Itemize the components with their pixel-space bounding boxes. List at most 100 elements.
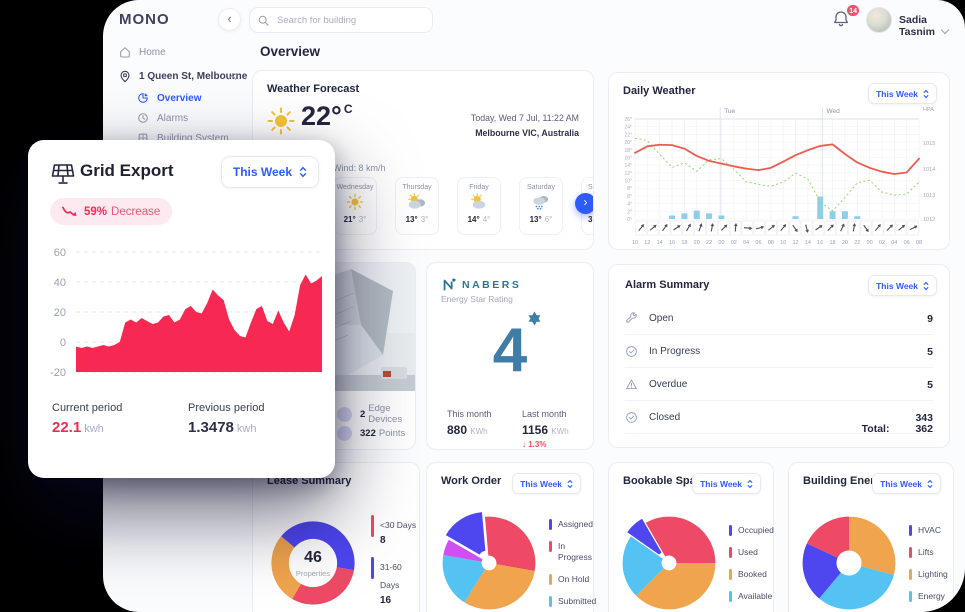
previous-period-label: Previous period xyxy=(188,402,265,414)
forecast-day-wednesday: Wednesday 21° 3° xyxy=(333,177,377,235)
legend-label: Assigned xyxy=(558,519,593,529)
svg-text:18: 18 xyxy=(681,240,687,246)
sunny-icon xyxy=(346,193,364,211)
legend-item: Lifts xyxy=(909,547,948,558)
alarm-open-value: 9 xyxy=(927,312,933,325)
search-input[interactable] xyxy=(275,13,424,27)
alarm-row-in-progress[interactable]: In Progress 5 xyxy=(625,336,933,368)
sun-icon xyxy=(267,107,295,135)
sidebar-item-home[interactable]: Home xyxy=(119,46,166,58)
legend-swatch xyxy=(549,541,552,552)
points-stat: 322 Points xyxy=(337,426,405,441)
alarm-row-overdue[interactable]: Overdue 5 xyxy=(625,369,933,401)
select-arrows-icon xyxy=(747,479,753,488)
last-month-value: 1156 xyxy=(522,423,549,437)
work-order-period-select[interactable]: This Week xyxy=(512,473,581,494)
svg-text:2°: 2° xyxy=(627,209,632,215)
day-name: Sunday xyxy=(588,184,593,191)
previous-period-unit: kwh xyxy=(236,423,257,435)
back-button[interactable]: ‹ xyxy=(218,8,241,31)
sidebar-item-alarms[interactable]: Alarms xyxy=(137,112,188,124)
daily-weather-period-select[interactable]: This Week xyxy=(868,83,937,104)
building-energy-legend: HVAC Lifts Lighting Energy xyxy=(909,525,948,612)
sidebar-item-building[interactable]: 1 Queen St, Melbourne xyxy=(119,70,247,83)
nabers-brand: NABERS xyxy=(462,279,522,291)
temp-unit: C xyxy=(343,102,353,116)
bookable-space-legend: Occupied Used Booked Available xyxy=(729,525,774,612)
search-icon xyxy=(258,15,269,26)
legend-item: On Hold xyxy=(549,574,596,585)
svg-text:20: 20 xyxy=(842,240,848,246)
legend-item: Assigned xyxy=(549,519,596,530)
work-order-title: Work Order xyxy=(441,475,502,487)
select-arrows-icon xyxy=(927,479,933,488)
last-month-delta: ↓ 1.3% xyxy=(522,440,547,449)
sidebar-home-label: Home xyxy=(139,46,166,58)
edge-devices-label: Edge Devices xyxy=(368,403,403,425)
sidebar-item-overview[interactable]: Overview xyxy=(137,92,201,104)
select-arrows-icon xyxy=(299,166,307,178)
day-high: 31° xyxy=(588,215,593,224)
svg-text:08: 08 xyxy=(768,240,774,246)
select-arrows-icon xyxy=(923,281,929,290)
svg-text:8°: 8° xyxy=(627,186,632,192)
svg-text:00: 00 xyxy=(718,240,724,246)
wrench-icon xyxy=(626,312,637,323)
svg-text:20: 20 xyxy=(694,240,700,246)
legend-swatch xyxy=(909,547,912,558)
bookable-space-period-select[interactable]: This Week xyxy=(692,473,761,494)
alarm-row-open[interactable]: Open 9 xyxy=(625,303,933,335)
legend-swatch xyxy=(909,569,912,580)
user-menu[interactable]: Sadia Tasnim xyxy=(899,14,965,38)
points-value: 322 xyxy=(360,428,376,439)
svg-text:12: 12 xyxy=(792,240,798,246)
grid-export-period-select[interactable]: This Week xyxy=(220,156,319,188)
grid-export-popup: Grid Export This Week 59% Decrease 60 40 2… xyxy=(28,140,335,478)
nabers-subtitle: Energy Star Rating xyxy=(441,294,513,304)
building-energy-period-select[interactable]: This Week xyxy=(872,473,941,494)
this-month-value: 880 xyxy=(447,423,468,437)
legend-item: HVAC xyxy=(909,525,948,536)
legend-swatch xyxy=(371,557,374,579)
svg-text:00: 00 xyxy=(867,240,873,246)
bell-icon xyxy=(833,11,849,27)
legend-item: Lighting xyxy=(909,569,948,580)
alarm-overdue-label: Overdue xyxy=(649,379,688,390)
legend-swatch xyxy=(549,519,552,530)
alarm-summary-period-select[interactable]: This Week xyxy=(868,275,937,296)
badge-text: Decrease xyxy=(111,205,161,218)
points-label: Points xyxy=(378,428,406,439)
nabers-this-month: This month 880 KWh xyxy=(447,409,492,437)
alarm-row-closed[interactable]: Closed 343 xyxy=(625,402,933,434)
day-name: Thursday xyxy=(402,184,432,191)
current-period-unit: kwh xyxy=(84,423,104,435)
notifications-button[interactable]: 14 xyxy=(832,4,860,31)
search-bar[interactable] xyxy=(249,7,433,33)
avatar[interactable] xyxy=(866,7,892,33)
period-label: This Week xyxy=(520,478,562,489)
nabers-logo: NABERS xyxy=(441,277,521,293)
svg-text:12: 12 xyxy=(644,240,650,246)
forecast-next-button[interactable]: › xyxy=(575,193,593,214)
grid-export-title: Grid Export xyxy=(80,161,174,180)
partly-cloudy-icon xyxy=(408,193,426,209)
app-logo: MONO xyxy=(119,11,170,28)
solar-panel-icon xyxy=(51,164,75,184)
alarm-summary-title: Alarm Summary xyxy=(625,279,710,291)
daily-weather-card: Daily Weather This Week 26° 24° 22° 20° 18° 1… xyxy=(608,72,950,250)
legend-label: On Hold xyxy=(558,574,590,584)
legend-item: Used xyxy=(729,547,774,558)
notification-badge: 14 xyxy=(846,4,860,17)
legend-swatch xyxy=(909,591,912,602)
edge-devices-value: 2 xyxy=(360,408,366,420)
svg-text:16: 16 xyxy=(669,240,675,246)
user-name-label: Sadia Tasnim xyxy=(899,14,935,38)
svg-text:HPA: HPA xyxy=(923,107,934,113)
clock-icon xyxy=(138,113,148,123)
period-label: This Week xyxy=(232,165,292,179)
alarm-closed-value: 343 xyxy=(915,411,933,424)
day-name: Friday xyxy=(469,184,489,191)
select-arrows-icon xyxy=(923,89,929,98)
svg-text:26°: 26° xyxy=(624,117,632,123)
main-content: Overview Weather Forecast 22° C Today, We… xyxy=(248,40,965,612)
